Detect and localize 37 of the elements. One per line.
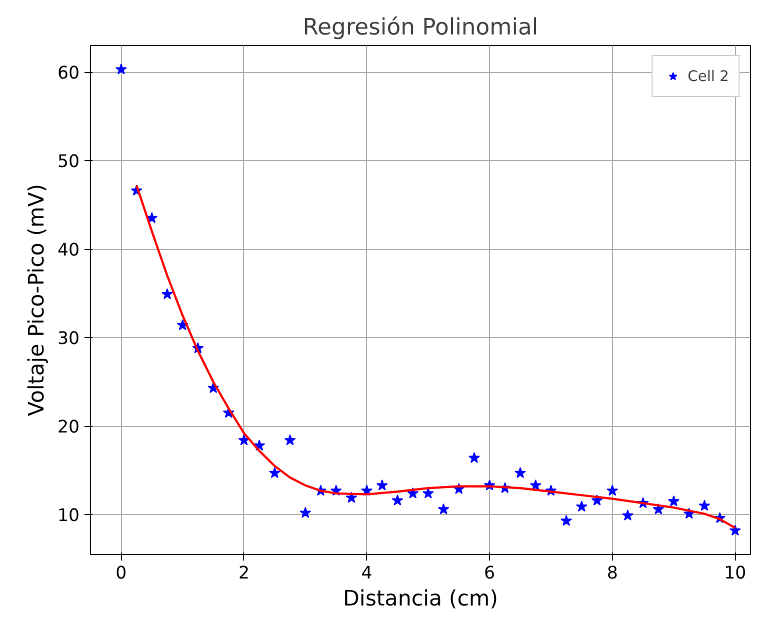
point — [729, 524, 741, 536]
point — [162, 288, 173, 300]
point — [560, 514, 572, 526]
point — [392, 494, 404, 506]
y-tick-label: 60 — [57, 64, 80, 84]
point — [698, 500, 710, 511]
point — [468, 452, 480, 463]
y-tick-label: 10 — [57, 506, 80, 526]
point — [622, 510, 634, 520]
x-tick-label: 8 — [606, 564, 618, 584]
x-tick-label: 2 — [238, 564, 250, 584]
legend-label: Cell 2 — [688, 68, 729, 84]
y-tick-label: 30 — [57, 329, 80, 350]
point — [346, 492, 358, 503]
point — [284, 434, 296, 446]
x-axis-title: Distancia (cm) — [342, 586, 498, 612]
point — [115, 63, 127, 74]
point — [176, 319, 188, 330]
y-tick-label: 50 — [57, 152, 80, 172]
point — [376, 479, 388, 490]
point — [238, 434, 250, 446]
x-tick-label: 0 — [116, 564, 127, 584]
point — [268, 467, 280, 478]
y-tick-label: 40 — [57, 240, 80, 261]
point — [300, 506, 312, 518]
y-tick-label: 20 — [57, 418, 80, 438]
x-tick-label: 10 — [724, 564, 746, 584]
x-tick-label: 6 — [484, 564, 496, 584]
point — [438, 503, 450, 514]
point — [652, 503, 664, 514]
point — [514, 467, 526, 478]
x-tick-label: 4 — [361, 564, 372, 584]
y-axis-title: Voltaje Pico-Pico (mV) — [24, 184, 50, 416]
point — [576, 500, 588, 512]
chart-title: Regresión Polinomial — [302, 14, 538, 40]
point — [668, 495, 680, 506]
point — [606, 484, 618, 496]
